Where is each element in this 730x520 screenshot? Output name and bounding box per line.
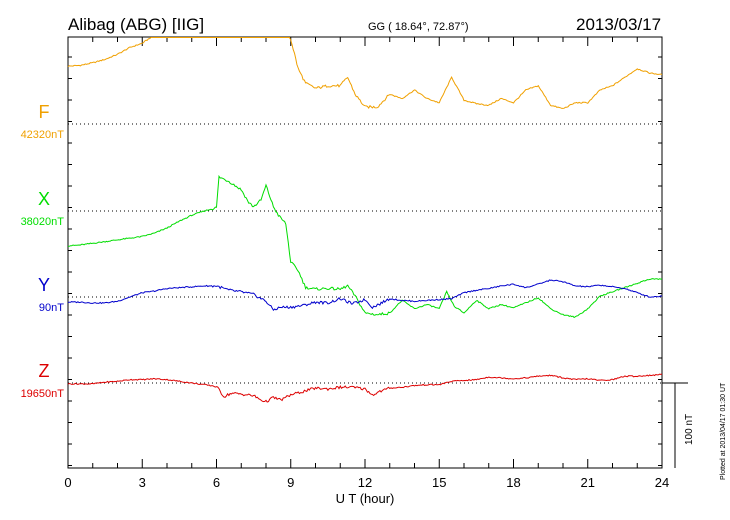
series-lines [67,37,663,403]
series-line-x [67,174,663,319]
x-tick-label: 9 [287,475,294,490]
series-line-z [67,373,663,403]
series-name-z: Z [39,361,50,381]
x-tick-label: 12 [358,475,372,490]
x-tick-label: 21 [581,475,595,490]
series-baseline-y: 90nT [39,302,64,314]
station-coords: GG ( 18.64°, 72.87°) [368,21,469,33]
series-name-y: Y [38,275,50,295]
series-line-f [67,37,663,110]
x-tick-label: 6 [213,475,220,490]
axis-ticks [67,37,663,468]
x-tick-label: 24 [655,475,669,490]
x-tick-labels: 0 3 6 9 12 15 18 21 24 [64,475,669,490]
series-name-x: X [38,189,50,209]
x-tick-label: 18 [506,475,520,490]
x-axis-label: U T (hour) [336,491,395,506]
series-baseline-f: 42320nT [21,129,65,141]
series-baseline-x: 38020nT [21,216,65,228]
plot-frame [67,36,663,469]
plotted-note: Plotted at 2013/04/17 01:30 UT [720,382,727,480]
scale-bar-label: 100 nT [684,414,695,445]
series-name-f: F [39,102,50,122]
series-line-y [67,279,663,311]
scale-bar: 100 nT [662,382,695,468]
series-baseline-z: 19650nT [21,388,65,400]
station-title: Alibag (ABG) [IIG] [68,15,204,34]
x-tick-label: 0 [64,475,71,490]
x-tick-label: 3 [139,475,146,490]
x-tick-label: 15 [432,475,446,490]
baseline-grid [68,123,662,384]
chart-date: 2013/03/17 [576,15,661,34]
series-labels: F 42320nT X 38020nT Y 90nT Z 19650nT [21,102,65,400]
